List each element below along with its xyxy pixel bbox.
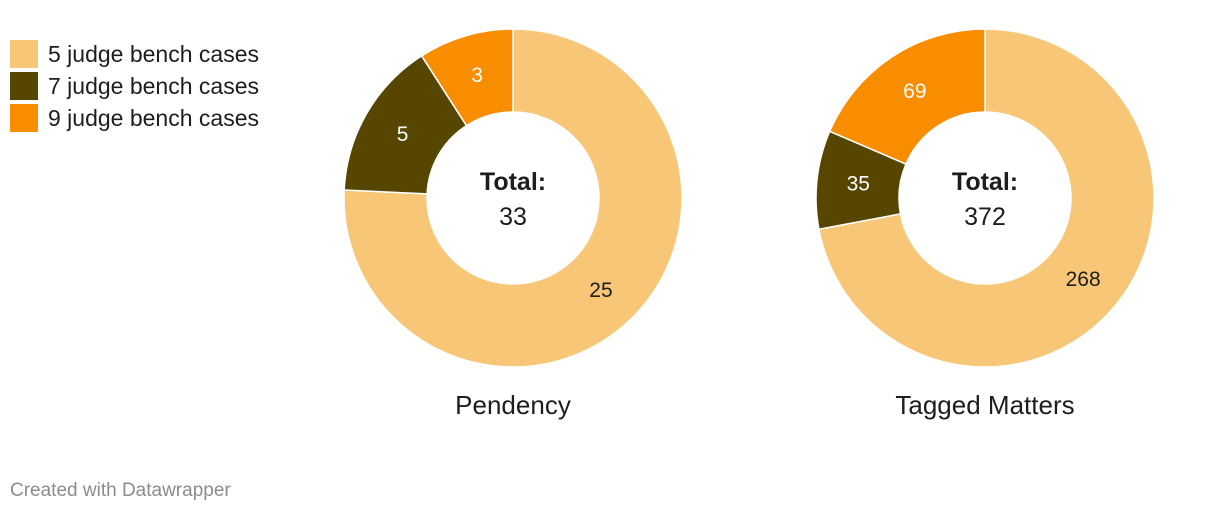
center-total-value: 33 (499, 203, 527, 231)
legend-label-9-judge: 9 judge bench cases (48, 104, 259, 131)
chart-title: Pendency (455, 390, 571, 420)
chart-title: Tagged Matters (895, 390, 1074, 420)
donut-slice (420, 28, 514, 127)
legend-swatch-9-judge (10, 104, 38, 132)
donut-slice (828, 28, 986, 166)
legend-swatch-7-judge (10, 72, 38, 100)
donut-slice (818, 28, 1155, 368)
slice-value-label: 3 (471, 64, 483, 87)
slice-value-label: 268 (1066, 268, 1101, 291)
datawrapper-credit: Created with Datawrapper (10, 480, 231, 501)
legend-label-5-judge: 5 judge bench cases (48, 40, 259, 67)
donut-slice (343, 28, 683, 368)
slice-value-label: 25 (589, 279, 612, 302)
legend-item-9-judge: 9 judge bench cases (10, 102, 259, 134)
center-total-label: Total: (952, 168, 1018, 196)
slice-value-label: 35 (847, 173, 870, 196)
center-total-label: Total: (480, 168, 546, 196)
legend-item-7-judge: 7 judge bench cases (10, 70, 259, 102)
donut-chart-1: 268 35 69 Total: 372 Tagged Matters (815, 28, 1155, 420)
donut-chart-0: 25 5 3 Total: 33 Pendency (343, 28, 683, 420)
legend-swatch-5-judge (10, 40, 38, 68)
center-total-value: 372 (964, 203, 1006, 231)
legend-label-7-judge: 7 judge bench cases (48, 72, 259, 99)
legend-item-5-judge: 5 judge bench cases (10, 38, 259, 70)
slice-value-label: 69 (903, 80, 926, 103)
legend: 5 judge bench cases 7 judge bench cases … (10, 38, 259, 134)
donut-charts: 25 5 3 Total: 33 Pendency 268 35 69 Total: 372 Tagg… (343, 28, 1155, 420)
slice-value-label: 5 (397, 123, 409, 146)
